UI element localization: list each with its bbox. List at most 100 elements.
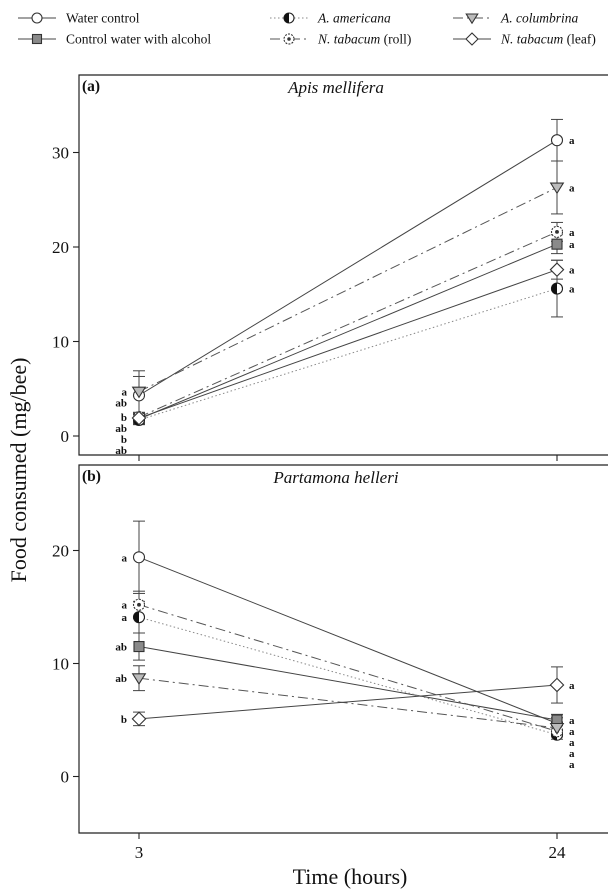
plot-frame (78, 464, 608, 834)
legend-marker-n-tabacum-roll (283, 33, 295, 45)
series-n-tabacum-roll (138, 231, 558, 418)
point-control-water-with-alcohol (551, 238, 563, 250)
legend-entry-control-water-with-alcohol: Control water with alcohol (18, 32, 211, 47)
y-tick-label: 0 (61, 768, 70, 787)
significance-letter: a (122, 552, 128, 564)
point-a-columbrina (549, 182, 565, 195)
legend-marker-water-control (31, 12, 43, 24)
significance-letter: a (122, 600, 128, 612)
point-n-tabacum-leaf (549, 262, 565, 278)
series-line (138, 556, 558, 724)
significance-letter: ab (115, 642, 127, 654)
series-control-water-with-alcohol (138, 243, 558, 420)
y-tick-label: 20 (52, 238, 69, 257)
series-line (138, 288, 558, 421)
legend-entry-water-control: Water control (18, 11, 140, 26)
significance-letter: a (569, 239, 575, 251)
significance-letter: a (569, 726, 575, 738)
point-n-tabacum-roll (550, 225, 564, 238)
series-line (138, 684, 558, 720)
series-line (138, 616, 558, 736)
y-tick-label: 30 (52, 144, 69, 163)
significance-letter: b (121, 714, 127, 726)
series-line (138, 231, 558, 418)
legend-marker-control-water-with-alcohol (31, 33, 43, 45)
legend-label: A. columbrina (500, 11, 578, 26)
series-line (138, 243, 558, 420)
legend-label: A. americana (317, 11, 391, 26)
series-n-tabacum-roll (138, 604, 558, 732)
y-tick-label: 20 (52, 542, 69, 561)
panel-title: Partamona helleri (272, 468, 398, 487)
significance-letter: ab (115, 398, 127, 410)
plot-frame (78, 74, 608, 456)
significance-letter: a (569, 284, 575, 296)
legend-entry-n-tabacum-leaf: N. tabacum (leaf) (453, 32, 596, 47)
x-axis-label: Time (hours) (293, 864, 408, 889)
significance-letter: a (569, 737, 575, 749)
series-control-water-with-alcohol (138, 646, 558, 721)
panel-label: (b) (82, 468, 101, 485)
legend-label: Water control (66, 11, 140, 26)
series-a-columbrina (138, 187, 558, 393)
panel-label: (a) (82, 78, 100, 95)
legend-entry-a-americana: A. americana (270, 11, 391, 26)
significance-letter: a (122, 612, 128, 624)
legend-marker-a-columbrina (465, 13, 479, 25)
point-a-columbrina (131, 386, 147, 399)
significance-letter: a (569, 265, 575, 277)
panel-title: Apis mellifera (287, 78, 384, 97)
significance-letter: ab (115, 673, 127, 685)
point-a-columbrina (131, 673, 147, 686)
legend-entry-n-tabacum-roll: N. tabacum (roll) (270, 32, 411, 47)
series-water-control (138, 556, 558, 724)
significance-letter: a (569, 227, 575, 239)
point-n-tabacum-leaf (131, 410, 147, 426)
legend-label: Control water with alcohol (66, 32, 211, 47)
point-a-columbrina (549, 722, 565, 735)
series-water-control (138, 139, 558, 396)
y-axis-label: Food consumed (mg/bee) (6, 358, 31, 583)
legend-marker-a-americana (283, 12, 295, 24)
series-line (138, 677, 558, 729)
series-line (138, 139, 558, 396)
point-a-americana (132, 611, 146, 624)
significance-letter: b (121, 412, 127, 424)
significance-letter: a (122, 387, 128, 399)
point-n-tabacum-leaf (549, 677, 565, 693)
series-line (138, 646, 558, 721)
significance-letter: a (569, 759, 575, 771)
series-a-americana (138, 616, 558, 736)
significance-letter: b (121, 434, 127, 446)
legend-label: N. tabacum (roll) (317, 32, 411, 47)
series-n-tabacum-leaf (138, 269, 558, 419)
point-control-water-with-alcohol (133, 640, 145, 653)
series-a-americana (138, 288, 558, 421)
series-n-tabacum-leaf (138, 684, 558, 720)
y-tick-label: 0 (61, 427, 70, 446)
significance-letter: a (569, 715, 575, 727)
significance-letter: a (569, 748, 575, 760)
point-a-americana (550, 282, 564, 295)
point-water-control (550, 134, 564, 147)
point-n-tabacum-roll (132, 598, 146, 611)
legend-marker-n-tabacum-leaf (465, 32, 479, 46)
significance-letter: a (569, 680, 575, 692)
legend: Water control Control water with alcohol A… (18, 11, 596, 47)
x-tick-label: 24 (549, 843, 567, 862)
significance-letter: a (569, 182, 575, 194)
legend-label: N. tabacum (leaf) (500, 32, 596, 47)
y-tick-label: 10 (52, 655, 69, 674)
y-tick-label: 10 (52, 333, 69, 352)
series-line (138, 604, 558, 732)
significance-letter: ab (115, 423, 127, 435)
series-a-columbrina (138, 677, 558, 729)
series-line (138, 187, 558, 393)
x-tick-label: 3 (135, 843, 144, 862)
significance-letter: ab (115, 445, 127, 457)
legend-entry-a-columbrina: A. columbrina (453, 11, 578, 26)
point-n-tabacum-leaf (131, 711, 147, 727)
point-water-control (132, 551, 146, 564)
